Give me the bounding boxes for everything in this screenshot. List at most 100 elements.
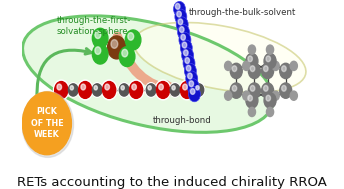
- Circle shape: [55, 81, 68, 98]
- Circle shape: [250, 85, 255, 91]
- Circle shape: [95, 47, 101, 54]
- Circle shape: [155, 80, 171, 100]
- Circle shape: [232, 85, 237, 91]
- Circle shape: [122, 49, 128, 57]
- Circle shape: [272, 91, 279, 100]
- Circle shape: [184, 63, 196, 79]
- Circle shape: [190, 88, 195, 94]
- Circle shape: [180, 27, 184, 33]
- Circle shape: [186, 71, 198, 86]
- Circle shape: [225, 61, 232, 70]
- Circle shape: [180, 40, 192, 55]
- Circle shape: [93, 84, 102, 96]
- Circle shape: [188, 73, 192, 79]
- Circle shape: [194, 84, 204, 96]
- Circle shape: [248, 83, 260, 98]
- Circle shape: [248, 95, 252, 101]
- Circle shape: [128, 33, 134, 40]
- Circle shape: [68, 84, 78, 96]
- Circle shape: [262, 83, 273, 98]
- Circle shape: [67, 83, 79, 97]
- Circle shape: [179, 32, 191, 48]
- Circle shape: [148, 86, 151, 90]
- Circle shape: [230, 83, 242, 98]
- Circle shape: [132, 84, 137, 90]
- Circle shape: [157, 81, 170, 98]
- Circle shape: [159, 84, 163, 90]
- Circle shape: [170, 84, 180, 96]
- Circle shape: [178, 25, 190, 40]
- Circle shape: [81, 84, 86, 90]
- Circle shape: [181, 34, 185, 40]
- Circle shape: [119, 47, 135, 67]
- Circle shape: [248, 45, 256, 54]
- Circle shape: [179, 80, 195, 100]
- Circle shape: [264, 53, 276, 69]
- Circle shape: [189, 81, 194, 87]
- Circle shape: [243, 61, 250, 70]
- Circle shape: [248, 63, 260, 79]
- Circle shape: [267, 107, 273, 117]
- Circle shape: [169, 83, 181, 97]
- Circle shape: [243, 91, 250, 100]
- Circle shape: [262, 63, 273, 79]
- Text: through-the-bulk-solvent: through-the-bulk-solvent: [189, 8, 296, 17]
- Circle shape: [264, 85, 268, 91]
- Circle shape: [172, 86, 175, 90]
- Ellipse shape: [23, 16, 273, 132]
- Circle shape: [225, 91, 232, 100]
- Circle shape: [246, 93, 258, 108]
- Circle shape: [178, 19, 183, 25]
- Circle shape: [108, 36, 126, 59]
- Circle shape: [264, 66, 268, 72]
- Circle shape: [173, 1, 185, 17]
- Circle shape: [264, 93, 276, 108]
- Text: through-the-first-
solvation-sphere: through-the-first- solvation-sphere: [57, 16, 131, 36]
- Circle shape: [128, 80, 144, 100]
- Circle shape: [111, 40, 118, 48]
- Circle shape: [196, 86, 199, 90]
- Circle shape: [180, 81, 194, 98]
- Circle shape: [267, 45, 273, 54]
- Circle shape: [119, 84, 129, 96]
- Text: through-bond: through-bond: [152, 116, 211, 125]
- Circle shape: [105, 84, 109, 90]
- Circle shape: [146, 84, 156, 96]
- FancyArrowPatch shape: [37, 49, 91, 101]
- Circle shape: [266, 56, 270, 62]
- FancyArrowPatch shape: [117, 37, 173, 93]
- Circle shape: [125, 30, 141, 50]
- Circle shape: [176, 17, 188, 32]
- Circle shape: [187, 79, 199, 94]
- Circle shape: [57, 84, 62, 90]
- Circle shape: [230, 63, 242, 79]
- Circle shape: [248, 107, 256, 117]
- Circle shape: [193, 83, 205, 97]
- Circle shape: [183, 56, 195, 71]
- Text: RETs accounting to the induced chirality RROA: RETs accounting to the induced chirality…: [17, 177, 327, 189]
- Circle shape: [129, 81, 143, 98]
- Circle shape: [101, 80, 117, 100]
- Circle shape: [186, 65, 191, 71]
- Circle shape: [282, 66, 286, 72]
- Circle shape: [94, 86, 97, 90]
- Circle shape: [290, 91, 297, 100]
- Circle shape: [77, 80, 93, 100]
- Circle shape: [246, 53, 258, 69]
- Circle shape: [185, 58, 190, 64]
- Circle shape: [103, 81, 116, 98]
- Circle shape: [183, 84, 187, 90]
- Circle shape: [92, 83, 103, 97]
- Circle shape: [280, 63, 292, 79]
- Circle shape: [79, 81, 92, 98]
- Ellipse shape: [134, 22, 306, 92]
- Circle shape: [175, 3, 180, 9]
- Circle shape: [93, 44, 108, 64]
- Circle shape: [282, 85, 286, 91]
- Circle shape: [182, 42, 187, 48]
- Circle shape: [189, 87, 201, 102]
- Circle shape: [280, 83, 292, 98]
- Circle shape: [182, 48, 194, 63]
- Circle shape: [22, 92, 72, 155]
- Circle shape: [118, 83, 130, 97]
